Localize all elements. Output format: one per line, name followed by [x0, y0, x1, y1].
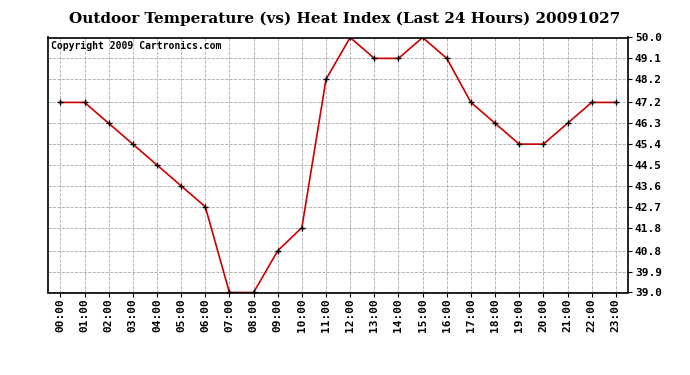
Text: Outdoor Temperature (vs) Heat Index (Last 24 Hours) 20091027: Outdoor Temperature (vs) Heat Index (Las…: [70, 11, 620, 26]
Text: Copyright 2009 Cartronics.com: Copyright 2009 Cartronics.com: [51, 41, 221, 51]
